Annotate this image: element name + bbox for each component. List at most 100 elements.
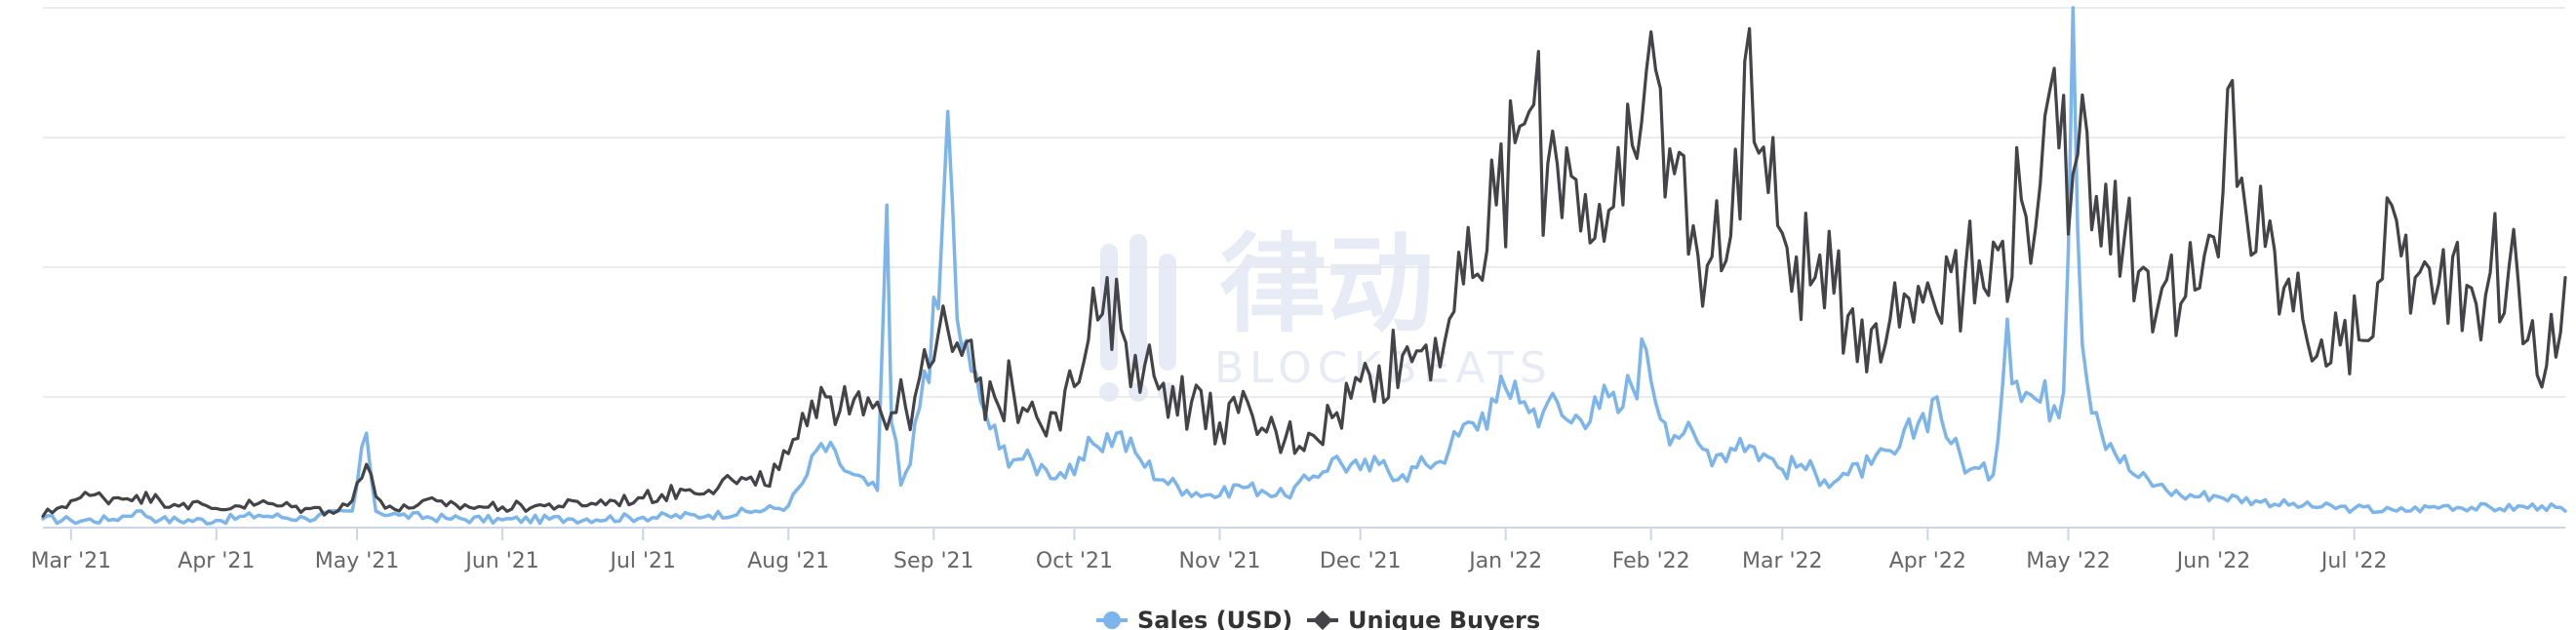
data-point-unique-buyers[interactable]: [2212, 251, 2224, 262]
data-point-sales[interactable]: [1327, 453, 1338, 465]
data-point-unique-buyers[interactable]: [2081, 127, 2093, 138]
data-point-sales[interactable]: [2105, 438, 2117, 450]
data-point-unique-buyers[interactable]: [1524, 105, 1535, 117]
data-point-unique-buyers[interactable]: [2316, 335, 2327, 346]
data-point-unique-buyers[interactable]: [1008, 386, 1019, 398]
data-point-sales[interactable]: [872, 485, 884, 496]
data-point-sales[interactable]: [1988, 469, 2000, 481]
data-point-sales[interactable]: [782, 500, 794, 512]
data-point-unique-buyers[interactable]: [2259, 241, 2271, 253]
data-point-unique-buyers[interactable]: [2035, 178, 2046, 190]
legend-item-unique-buyers[interactable]: Unique Buyers: [1307, 607, 1540, 630]
data-point-unique-buyers[interactable]: [1256, 422, 1268, 434]
data-point-sales[interactable]: [1256, 485, 1268, 496]
legend[interactable]: Sales (USD) Unique Buyers: [1096, 607, 1540, 630]
data-point-unique-buyers[interactable]: [2240, 210, 2252, 221]
data-point-sales[interactable]: [1444, 443, 1455, 454]
data-point-unique-buyers[interactable]: [1167, 380, 1178, 392]
data-point-sales[interactable]: [815, 438, 827, 450]
data-point-unique-buyers[interactable]: [2227, 75, 2239, 87]
data-point-sales[interactable]: [1931, 391, 1943, 403]
data-point-unique-buyers[interactable]: [1772, 219, 1784, 231]
data-point-unique-buyers[interactable]: [1327, 412, 1338, 423]
data-point-sales[interactable]: [1776, 464, 1788, 476]
data-point-sales[interactable]: [2250, 494, 2262, 506]
data-point-sales[interactable]: [1524, 407, 1535, 418]
data-point-unique-buyers[interactable]: [1599, 235, 1610, 247]
data-point-sales[interactable]: [1945, 438, 1957, 450]
data-point-sales[interactable]: [1866, 458, 1878, 470]
data-point-unique-buyers[interactable]: [942, 324, 954, 335]
data-point-unique-buyers[interactable]: [496, 501, 508, 513]
data-point-sales[interactable]: [1303, 474, 1315, 486]
data-point-sales[interactable]: [1913, 417, 1924, 429]
data-point-unique-buyers[interactable]: [1420, 339, 1432, 351]
series-line-sales[interactable]: [41, 6, 2567, 526]
data-point-sales[interactable]: [1420, 458, 1432, 470]
data-point-sales[interactable]: [1612, 407, 1624, 418]
data-point-sales[interactable]: [1819, 474, 1831, 486]
data-point-sales[interactable]: [1542, 396, 1554, 408]
data-point-unique-buyers[interactable]: [84, 490, 96, 501]
data-point-unique-buyers[interactable]: [2137, 261, 2149, 273]
data-point-sales[interactable]: [2152, 479, 2163, 491]
data-point-unique-buyers[interactable]: [1978, 282, 1990, 294]
data-point-unique-buyers[interactable]: [2067, 168, 2079, 179]
data-point-unique-buyers[interactable]: [1809, 272, 1821, 284]
data-point-unique-buyers[interactable]: [107, 492, 119, 504]
series-line-unique-buyers[interactable]: [41, 26, 2567, 518]
data-point-sales[interactable]: [1843, 469, 1854, 481]
data-point-unique-buyers[interactable]: [1490, 199, 1502, 211]
data-point-sales[interactable]: [1088, 438, 1099, 450]
data-point-unique-buyers[interactable]: [2522, 335, 2534, 346]
data-point-sales[interactable]: [2175, 490, 2187, 501]
data-point-sales[interactable]: [637, 511, 649, 523]
data-point-sales[interactable]: [2067, 2, 2079, 14]
data-point-sales[interactable]: [1716, 449, 1727, 460]
data-point-unique-buyers[interactable]: [131, 490, 142, 501]
data-point-sales[interactable]: [2035, 396, 2046, 408]
data-point-unique-buyers[interactable]: [1373, 360, 1385, 372]
data-point-sales[interactable]: [1889, 449, 1901, 460]
data-point-unique-buyers[interactable]: [375, 494, 386, 506]
data-point-sales[interactable]: [1373, 458, 1385, 470]
data-point-unique-buyers[interactable]: [154, 494, 166, 506]
data-point-unique-buyers[interactable]: [178, 497, 189, 509]
data-point-sales[interactable]: [1017, 453, 1029, 465]
data-point-sales[interactable]: [1589, 391, 1601, 403]
data-point-unique-buyers[interactable]: [1744, 22, 1756, 34]
data-point-sales[interactable]: [2349, 502, 2360, 514]
data-point-unique-buyers[interactable]: [585, 497, 597, 509]
data-point-unique-buyers[interactable]: [1509, 137, 1521, 148]
data-point-unique-buyers[interactable]: [1617, 199, 1629, 211]
data-point-sales[interactable]: [1758, 449, 1769, 460]
data-point-unique-buyers[interactable]: [538, 500, 550, 512]
data-point-unique-buyers[interactable]: [229, 500, 241, 512]
data-point-unique-buyers[interactable]: [1561, 142, 1572, 154]
data-point-unique-buyers[interactable]: [1214, 417, 1226, 429]
data-point-sales[interactable]: [2001, 313, 2013, 325]
data-point-unique-buyers[interactable]: [440, 500, 452, 512]
data-point-sales[interactable]: [994, 443, 1006, 454]
data-point-unique-buyers[interactable]: [2484, 266, 2496, 278]
data-point-unique-buyers[interactable]: [891, 407, 902, 418]
data-point-sales[interactable]: [1509, 375, 1521, 387]
data-point-unique-buyers[interactable]: [1069, 380, 1081, 392]
data-point-sales[interactable]: [1181, 485, 1193, 496]
data-point-unique-buyers[interactable]: [416, 494, 428, 506]
data-point-sales[interactable]: [834, 458, 846, 470]
data-point-unique-buyers[interactable]: [2354, 335, 2365, 346]
data-point-sales[interactable]: [1678, 427, 1689, 439]
data-point-sales[interactable]: [2494, 502, 2506, 514]
legend-item-sales[interactable]: Sales (USD): [1096, 607, 1292, 630]
data-point-unique-buyers[interactable]: [2100, 178, 2112, 190]
data-point-sales[interactable]: [2058, 386, 2070, 398]
data-point-unique-buyers[interactable]: [1083, 335, 1094, 346]
data-point-sales[interactable]: [562, 513, 574, 525]
data-point-sales[interactable]: [253, 509, 264, 521]
data-point-unique-buyers[interactable]: [1903, 293, 1915, 304]
data-point-unique-buyers[interactable]: [1724, 230, 1736, 242]
data-point-unique-buyers[interactable]: [2391, 215, 2402, 226]
data-point-unique-buyers[interactable]: [1579, 189, 1591, 201]
data-point-unique-buyers[interactable]: [1096, 308, 1108, 320]
